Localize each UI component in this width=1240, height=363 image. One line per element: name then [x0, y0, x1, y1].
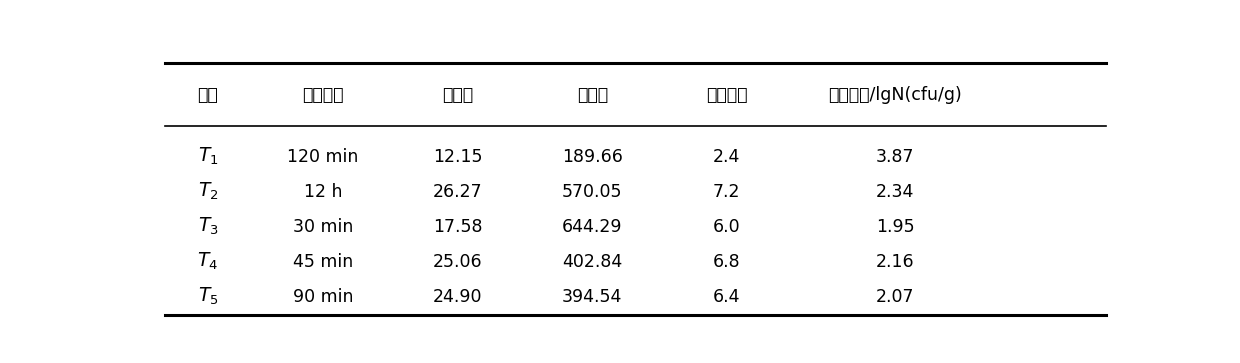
- Text: 120 min: 120 min: [288, 148, 358, 166]
- Text: 24.90: 24.90: [433, 287, 482, 306]
- Text: 402.84: 402.84: [562, 253, 622, 270]
- Text: 30 min: 30 min: [293, 218, 353, 236]
- Text: 6.0: 6.0: [713, 218, 740, 236]
- Text: 咋嚼性: 咋嚼性: [577, 86, 608, 104]
- Text: 394.54: 394.54: [562, 287, 622, 306]
- Text: 感官评分: 感官评分: [706, 86, 748, 104]
- Text: 12.15: 12.15: [433, 148, 482, 166]
- Text: 45 min: 45 min: [293, 253, 353, 270]
- Text: 25.06: 25.06: [433, 253, 482, 270]
- Text: 12 h: 12 h: [304, 183, 342, 201]
- Text: 189.66: 189.66: [562, 148, 622, 166]
- Text: 6.8: 6.8: [713, 253, 740, 270]
- Text: 项目: 项目: [197, 86, 218, 104]
- Text: 7.2: 7.2: [713, 183, 740, 201]
- Text: $T_2$: $T_2$: [197, 181, 218, 202]
- Text: 2.07: 2.07: [875, 287, 914, 306]
- Text: 17.58: 17.58: [433, 218, 482, 236]
- Text: 菌落总数/lgN(cfu/g): 菌落总数/lgN(cfu/g): [828, 86, 962, 104]
- Text: 1.95: 1.95: [875, 218, 914, 236]
- Text: 6.4: 6.4: [713, 287, 740, 306]
- Text: 26.27: 26.27: [433, 183, 482, 201]
- Text: 90 min: 90 min: [293, 287, 353, 306]
- Text: 2.16: 2.16: [875, 253, 914, 270]
- Text: $T_5$: $T_5$: [197, 286, 218, 307]
- Text: 644.29: 644.29: [562, 218, 622, 236]
- Text: 2.4: 2.4: [713, 148, 740, 166]
- Text: 红度値: 红度値: [443, 86, 474, 104]
- Text: 3.87: 3.87: [875, 148, 914, 166]
- Text: $T_4$: $T_4$: [197, 251, 218, 272]
- Text: 解冻时间: 解冻时间: [303, 86, 343, 104]
- Text: $T_3$: $T_3$: [197, 216, 218, 237]
- Text: 570.05: 570.05: [562, 183, 622, 201]
- Text: 2.34: 2.34: [875, 183, 914, 201]
- Text: $T_1$: $T_1$: [197, 146, 218, 167]
